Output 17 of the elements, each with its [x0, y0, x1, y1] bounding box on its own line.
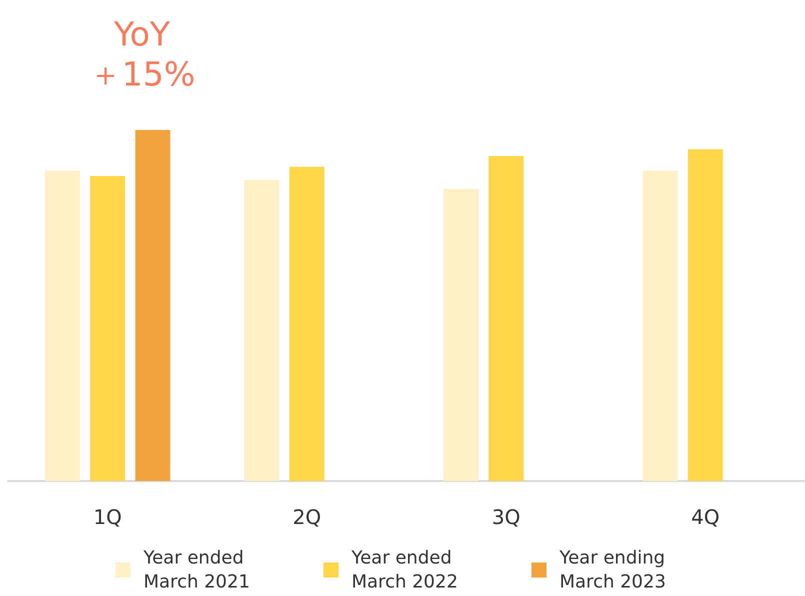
bar: [44, 170, 80, 481]
legend-label: Year ended March 2022: [350, 548, 458, 592]
bar: [135, 130, 170, 481]
legend-label: Year ended March 2021: [142, 548, 250, 592]
x-tick-label: 1Q: [93, 505, 122, 529]
bar: [443, 188, 478, 481]
bar: [90, 176, 126, 481]
x-tick-label: 4Q: [691, 505, 720, 529]
bar: [289, 166, 324, 481]
bar: [642, 170, 678, 481]
bar: [688, 149, 723, 481]
x-tick-label: 3Q: [492, 505, 520, 529]
bar: [244, 180, 280, 481]
bar: [488, 156, 524, 481]
legend-label: Year ending March 2023: [558, 548, 671, 592]
text: YoY ＋15%: [88, 14, 196, 94]
x-tick-label: 2Q: [292, 505, 322, 529]
